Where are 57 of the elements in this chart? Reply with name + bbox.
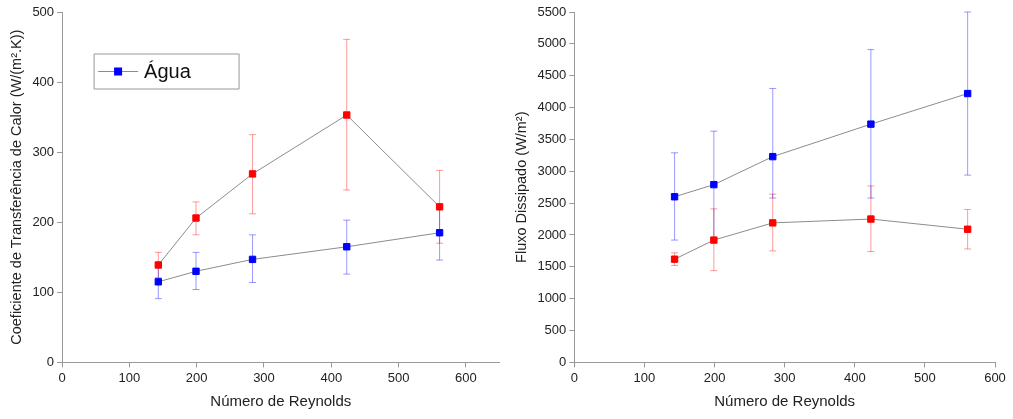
x-tick-label: 600 xyxy=(984,369,1006,385)
point xyxy=(154,261,162,269)
y-tick-label: 300 xyxy=(32,143,55,159)
point xyxy=(435,229,444,237)
x-tick-label: 200 xyxy=(703,369,726,385)
y-tick-label: 2500 xyxy=(537,194,567,210)
point xyxy=(670,255,679,263)
x-tick-label: 300 xyxy=(253,369,275,385)
point xyxy=(769,152,777,161)
y-tick-label: 2000 xyxy=(537,226,567,242)
point xyxy=(867,215,875,223)
x-axis-title: Número de Reynolds xyxy=(210,392,352,410)
point xyxy=(435,203,444,211)
x-tick-label: 400 xyxy=(843,369,866,385)
y-tick-label: 5000 xyxy=(537,35,567,51)
x-tick-label: 100 xyxy=(118,369,141,385)
y-tick-label: 400 xyxy=(32,73,55,89)
y-tick-label: 1500 xyxy=(537,258,567,274)
y-axis-title: Fluxo Dissipado (W/m²) xyxy=(512,111,529,263)
x-tick-label: 300 xyxy=(773,369,796,385)
y-tick-label: 4000 xyxy=(537,99,567,115)
y-tick-label: 0 xyxy=(46,353,55,369)
point xyxy=(670,193,679,201)
y-tick-label: 0 xyxy=(559,353,567,369)
y-tick-label: 3500 xyxy=(537,131,567,146)
y-axis-title: Coeficiente de Transferência de Calor (W/(m².K)) xyxy=(7,29,24,345)
y-tick-label: 1000 xyxy=(537,290,567,306)
x-tick-label: 500 xyxy=(387,369,410,385)
point xyxy=(710,236,718,244)
point xyxy=(963,225,972,233)
x-tick-label: 0 xyxy=(58,369,66,385)
y-tick-label: 500 xyxy=(544,322,567,338)
y-tick-label: 500 xyxy=(32,3,55,19)
point xyxy=(343,243,351,251)
x-tick-label: 400 xyxy=(320,369,343,385)
y-tick-label: 5500 xyxy=(537,3,567,19)
point xyxy=(248,170,257,178)
x-tick-label: 500 xyxy=(914,369,936,385)
point xyxy=(154,278,162,286)
x-tick-label: 100 xyxy=(633,369,656,385)
point xyxy=(248,255,257,264)
point xyxy=(963,89,972,98)
y-tick-label: 200 xyxy=(32,213,55,229)
point xyxy=(192,267,200,275)
legend-label: Água xyxy=(144,60,192,83)
y-tick-label: 3000 xyxy=(537,162,567,178)
point xyxy=(769,219,777,227)
point xyxy=(343,111,351,119)
x-tick-label: 0 xyxy=(570,369,578,385)
y-tick-label: 4500 xyxy=(537,67,567,83)
y-tick-label: 100 xyxy=(32,283,55,299)
x-axis-title: Número de Reynolds xyxy=(714,392,856,410)
point xyxy=(710,180,718,189)
x-tick-label: 200 xyxy=(185,369,208,385)
point xyxy=(192,214,200,222)
x-tick-label: 600 xyxy=(455,369,477,385)
point xyxy=(867,120,875,128)
